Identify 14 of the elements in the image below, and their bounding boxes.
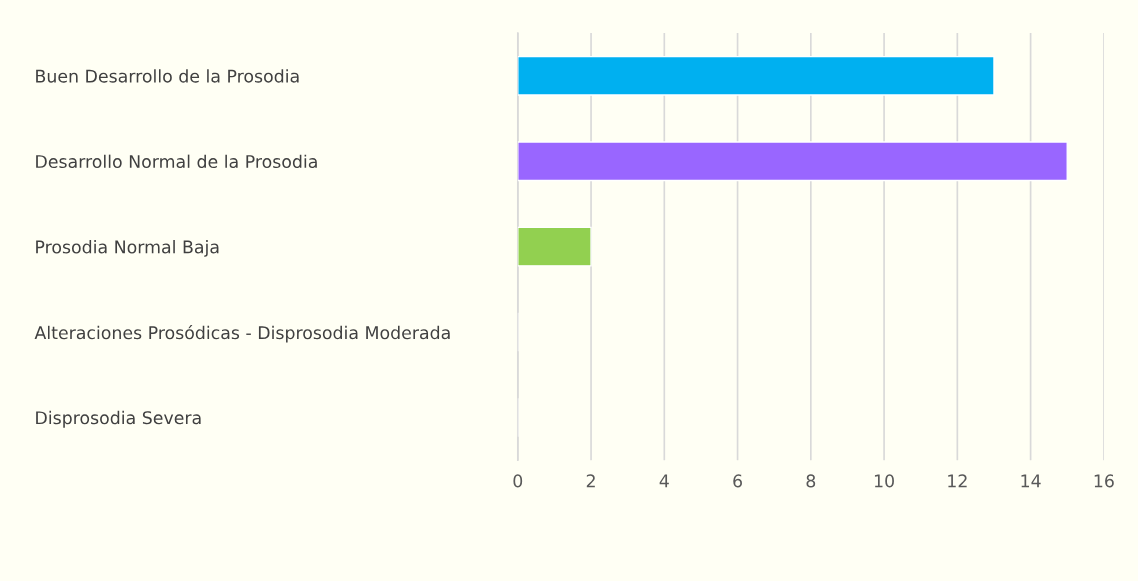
x-tick-label: 14 <box>1021 474 1041 488</box>
x-tick-label: 6 <box>733 474 742 488</box>
y-tick-label: Disprosodia Severa <box>36 410 201 428</box>
x-tick-label: 4 <box>659 474 669 488</box>
x-tick-label: 16 <box>1094 474 1114 488</box>
x-tick-label: 0 <box>513 474 523 488</box>
x-tick-label: 10 <box>874 474 894 488</box>
y-tick-label: Desarrollo Normal de la Prosodia <box>36 154 317 169</box>
x-tick-label: 8 <box>806 474 816 488</box>
x-tick-label: 12 <box>948 474 967 488</box>
x-tick-label: 2 <box>586 474 595 488</box>
y-tick-label: Alteraciones Prosódicas - Disprosodia Moderada <box>34 325 450 343</box>
y-tick-label: Prosodia Normal Baja <box>36 240 219 257</box>
y-tick-label: Buen Desarrollo de la Prosodia <box>36 69 299 83</box>
